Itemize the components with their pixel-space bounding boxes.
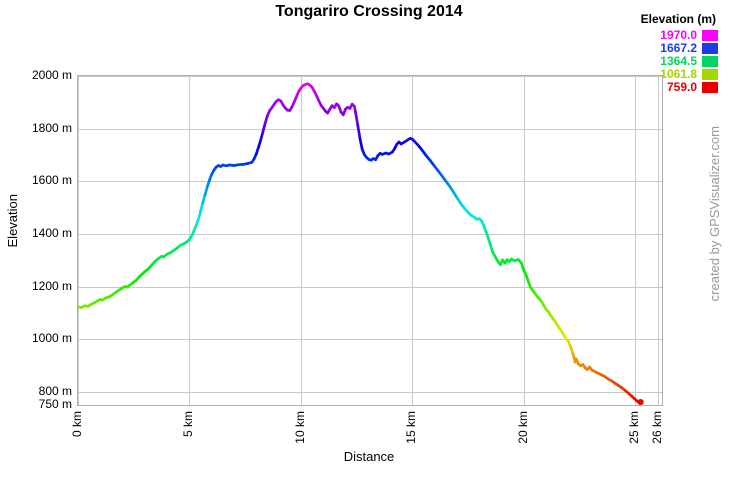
chart-title: Tongariro Crossing 2014 xyxy=(275,3,463,20)
legend-swatch xyxy=(702,69,718,80)
track-end-dot xyxy=(637,399,644,405)
legend-entry: 759.0 xyxy=(548,81,718,94)
y-tick-label: 1200 m xyxy=(31,278,72,293)
x-axis-title: Distance xyxy=(343,449,395,464)
y-tick-label: 1400 m xyxy=(31,225,72,240)
x-tick-label: 26 km xyxy=(649,411,664,444)
legend-entry: 1970.0 xyxy=(548,29,718,42)
y-tick-label: 2000 m xyxy=(31,68,72,82)
legend-entry: 1061.8 xyxy=(548,68,718,81)
legend: Elevation (m) 1970.0 1667.2 1364.5 1061.8 75… xyxy=(548,12,718,94)
x-tick-label: 5 km xyxy=(181,411,196,438)
gridlines xyxy=(78,76,662,405)
y-tick-label: 800 m xyxy=(38,383,72,398)
legend-value: 1364.5 xyxy=(660,54,697,68)
legend-value: 1667.2 xyxy=(660,41,697,55)
x-tick-label: 0 km xyxy=(70,411,84,438)
x-tick-label: 10 km xyxy=(292,411,307,444)
legend-entries: 1970.0 1667.2 1364.5 1061.8 759.0 xyxy=(548,29,718,94)
plot-area xyxy=(77,75,663,406)
x-tick-label: 15 km xyxy=(404,411,419,444)
y-tick-label: 1600 m xyxy=(31,173,72,188)
legend-value: 1970.0 xyxy=(660,28,697,42)
legend-swatch xyxy=(702,30,718,41)
profile-svg xyxy=(78,76,662,405)
legend-swatch xyxy=(702,82,718,93)
y-tick-label: 750 m xyxy=(38,397,72,411)
legend-entry: 1667.2 xyxy=(548,42,718,55)
legend-title: Elevation (m) xyxy=(640,12,716,26)
legend-value: 1061.8 xyxy=(660,67,697,81)
legend-entry: 1364.5 xyxy=(548,55,718,68)
legend-swatch xyxy=(702,43,718,54)
legend-swatch xyxy=(702,56,718,67)
x-tick-label: 20 km xyxy=(515,411,530,444)
elevation-profile-line xyxy=(78,82,644,405)
watermark-credit: created by GPSVisualizer.com xyxy=(707,126,722,302)
x-tick-label: 25 km xyxy=(627,411,642,444)
legend-value: 759.0 xyxy=(666,80,697,94)
y-tick-label: 1000 m xyxy=(31,331,72,346)
y-tick-label: 1800 m xyxy=(31,120,72,135)
